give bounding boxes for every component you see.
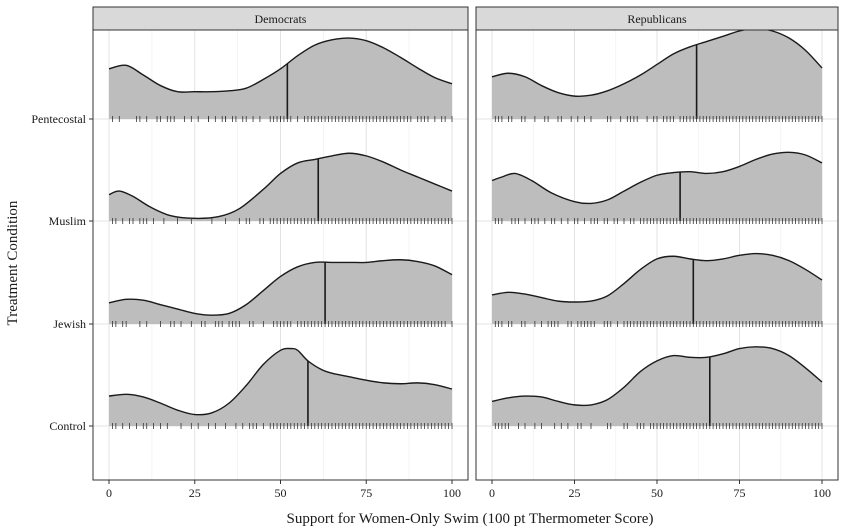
density-area-muslim — [109, 153, 452, 221]
strip-label-republicans: Republicans — [627, 12, 687, 26]
y-tick-label-jewish: Jewish — [53, 317, 86, 331]
strip-label-democrats: Democrats — [255, 12, 307, 26]
y-axis-title: Treatment Condition — [5, 200, 21, 325]
y-tick-label-control: Control — [49, 419, 86, 433]
density-line-jewish — [108, 259, 453, 316]
y-tick-label-muslim: Muslim — [49, 214, 87, 228]
y-tick-label-pentecostal: Pentecostal — [31, 112, 86, 126]
x-tick-label: 50 — [275, 486, 287, 500]
x-tick-label: 0 — [106, 486, 112, 500]
x-tick-label: 75 — [360, 486, 372, 500]
x-tick-label: 25 — [189, 486, 201, 500]
density-line-control — [108, 347, 453, 416]
strip-header — [475, 6, 839, 31]
panel-democrats: Democrats 0 25 50 75 100 — [92, 6, 469, 500]
strip-header — [92, 6, 469, 31]
density-area-control — [492, 346, 822, 426]
density-area-jewish — [109, 259, 452, 324]
density-line-control — [491, 346, 823, 407]
density-area-control — [109, 348, 452, 426]
density-line-muslim — [491, 151, 823, 205]
density-area-pentecostal — [109, 38, 452, 119]
x-tick-label: 0 — [489, 486, 495, 500]
density-area-jewish — [492, 253, 822, 324]
facet-panels: Democrats 0 25 50 75 100 Republicans 0 25 50 75 100… — [31, 6, 839, 500]
x-tick-label: 25 — [569, 486, 581, 500]
x-tick-label: 100 — [813, 486, 831, 500]
density-line-jewish — [491, 252, 823, 303]
density-line-muslim — [108, 152, 453, 220]
density-line-pentecostal — [108, 37, 453, 93]
x-tick-label: 50 — [651, 486, 663, 500]
x-axis-title: Support for Women-Only Swim (100 pt Ther… — [287, 511, 654, 527]
x-tick-label: 100 — [443, 486, 461, 500]
density-area-muslim — [492, 152, 822, 221]
panel-republicans: Republicans 0 25 50 75 100 — [475, 6, 839, 500]
x-tick-label: 75 — [734, 486, 746, 500]
